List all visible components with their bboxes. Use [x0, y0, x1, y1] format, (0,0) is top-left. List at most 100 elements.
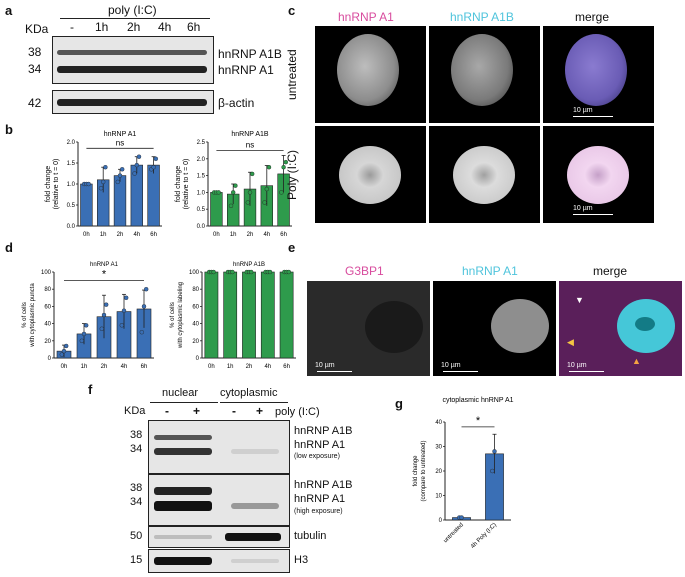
- data-point: [264, 186, 270, 192]
- y-tick-label: 0.5: [67, 203, 76, 209]
- panel-d-letter: d: [5, 240, 13, 255]
- data-point: [267, 269, 273, 275]
- x-tick-label: 0h: [208, 364, 215, 370]
- data-point: [115, 179, 121, 185]
- nucleus: [565, 34, 627, 106]
- panel-a-letter: a: [5, 3, 13, 18]
- y-tick-label: 2.0: [67, 140, 76, 146]
- yellow-arrowhead-icon: ◀: [567, 337, 574, 347]
- data-point: [101, 179, 106, 185]
- panel-f-mw-15: 15: [130, 554, 143, 566]
- nucleus: [491, 299, 549, 353]
- x-tick-label: 2h: [247, 232, 254, 238]
- y-tick-label: 40: [192, 322, 199, 328]
- scalebar-label: 10 µm: [567, 362, 587, 369]
- x-tick-label: 4h Poly (I:C): [470, 522, 498, 550]
- chart-title: cytoplasmic hnRNP A1: [442, 397, 513, 404]
- bar: [242, 271, 256, 359]
- chart-b-hnrnp-a1: hnRNP A1 0.0 0.5 1.0 1.5 2.0 0h 1h 2h 4h 6h fold ch…: [45, 131, 162, 238]
- data-point: [248, 269, 254, 275]
- panel-f-lane-2: -: [232, 404, 236, 418]
- data-point: [230, 269, 235, 275]
- panel-f-blot-tubulin: [148, 526, 290, 548]
- y-axis-label: (compare to untreated): [421, 440, 427, 501]
- y-tick-label: 1.5: [67, 161, 76, 167]
- data-point: [249, 171, 255, 177]
- y-tick-label: 1.5: [197, 174, 206, 180]
- panel-c-col-a1b: hnRNP A1B: [450, 10, 514, 24]
- nucleus: [453, 146, 515, 204]
- white-arrowhead-icon: ▼: [575, 295, 584, 305]
- y-tick-label: 0.5: [197, 207, 206, 213]
- band: [57, 66, 207, 73]
- micro-c-untreated-a1b: [429, 26, 540, 123]
- x-tick-label: 2h: [101, 364, 108, 370]
- bar: [204, 271, 219, 359]
- nucleus: [337, 34, 399, 106]
- data-point: [141, 304, 147, 309]
- micro-e-merge: ▼ ◀ ▲ 10 µm: [559, 281, 682, 376]
- band: [225, 533, 281, 541]
- data-point: [81, 331, 87, 337]
- panel-c-row-untreated: untreated: [285, 49, 299, 100]
- data-point: [279, 190, 284, 195]
- x-tick-label: 1h: [227, 364, 234, 370]
- data-point: [139, 329, 145, 335]
- significance-label: *: [476, 415, 481, 427]
- y-tick-label: 20: [44, 339, 51, 345]
- bar: [279, 271, 294, 359]
- data-point: [59, 352, 64, 357]
- nucleus: [451, 34, 513, 106]
- band: [154, 535, 212, 539]
- chart-d-hnrnp-a1: hnRNP A1 0 20 40 60 80 100 0h 1h 2h 4h 6h % of cells…: [22, 262, 154, 370]
- y-tick-label: 1.0: [197, 190, 206, 196]
- panel-f-group-nuclear: nuclear: [162, 387, 199, 399]
- scalebar-label: 10 µm: [573, 205, 593, 212]
- x-tick-label: 2h: [246, 364, 253, 370]
- band: [154, 487, 212, 495]
- y-tick-label: 80: [192, 287, 199, 293]
- x-tick-label: 4h: [263, 232, 270, 238]
- band: [57, 99, 207, 106]
- x-tick-label: 6h: [150, 232, 157, 238]
- data-point: [136, 154, 142, 159]
- chart-d-hnrnp-a1b: hnRNP A1B 0 20 40 60 80 100 0h 1h 2h 4h 6h % of cell…: [170, 262, 296, 370]
- band: [231, 449, 279, 454]
- panel-f-lane-3: +: [256, 404, 264, 418]
- y-tick-label: 2.0: [197, 157, 206, 163]
- data-point: [153, 156, 159, 161]
- panel-a-lane-4: 6h: [187, 20, 201, 34]
- panel-a-kda: KDa: [25, 22, 49, 36]
- panel-c-letter: c: [288, 3, 296, 18]
- y-tick-label: 30: [435, 445, 442, 451]
- panel-f-label-high-exposure: (high exposure): [294, 508, 343, 515]
- panel-f-bracket-nuclear: [150, 402, 218, 403]
- panel-f-treatment: poly (I:C): [275, 406, 320, 418]
- band: [154, 501, 212, 511]
- panel-a-treatment: poly (I:C): [108, 3, 157, 17]
- panel-a-label-a1b: hnRNP A1B: [218, 47, 282, 61]
- panel-f-blot-h3: [148, 549, 290, 573]
- data-point: [117, 173, 123, 178]
- bar: [210, 192, 223, 227]
- y-tick-label: 80: [44, 287, 51, 293]
- data-point: [233, 183, 238, 188]
- nucleus: [339, 146, 401, 204]
- micro-e-g3bp1: 10 µm: [307, 281, 430, 376]
- panel-a-lane-1: 1h: [95, 20, 109, 34]
- panel-a-label-actin: β-actin: [218, 96, 255, 110]
- panel-e-col-g3bp1: G3BP1: [345, 264, 384, 278]
- panel-f-blot-high: [148, 474, 290, 526]
- panel-f-mw-38a: 38: [130, 429, 143, 441]
- significance-label: ns: [116, 138, 124, 147]
- band: [57, 50, 207, 55]
- bar: [80, 183, 93, 227]
- data-point: [228, 203, 234, 209]
- scalebar-label: 10 µm: [573, 107, 593, 114]
- data-point: [132, 171, 137, 176]
- panel-f-group-cyto: cytoplasmic: [220, 387, 278, 399]
- y-tick-label: 0: [439, 518, 443, 524]
- panel-a-mw-42: 42: [28, 96, 42, 110]
- band: [154, 435, 212, 440]
- data-point: [119, 167, 125, 172]
